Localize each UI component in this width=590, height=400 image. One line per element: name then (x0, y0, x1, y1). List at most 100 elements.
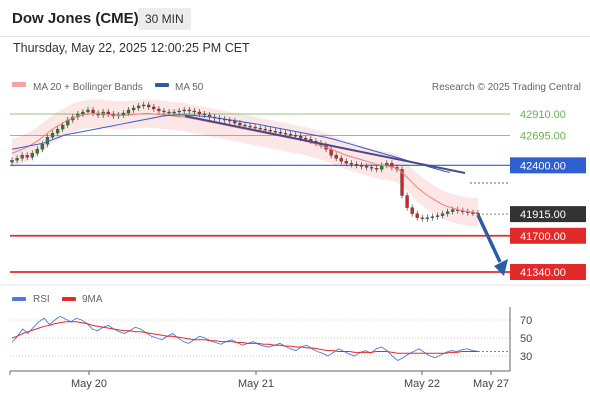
candle-body (30, 153, 34, 158)
candle-body (359, 165, 364, 167)
candle-body (50, 132, 55, 138)
level-tag-bg-41340.00 (510, 264, 586, 280)
credit-label: Research © 2025 Trading Central (432, 82, 581, 93)
trendlines (184, 115, 510, 276)
level-tag-bg-42400.00 (510, 157, 586, 174)
x-label-May 22: May 22 (404, 378, 440, 390)
candle-body (142, 104, 146, 107)
level-tag-41340.00: 41340.00 (520, 267, 566, 279)
candle-body (415, 213, 419, 218)
candle-body (131, 107, 136, 111)
ma20-legend-label: MA 20 + Bollinger Bands (33, 82, 143, 93)
candle-body (375, 168, 379, 170)
candle-body (197, 111, 202, 115)
rsi-pane: 70 50 30 (10, 315, 532, 363)
candle-body (430, 216, 435, 218)
projection-arrow-shaft (476, 214, 502, 263)
candle-body (25, 155, 29, 158)
candle-body (283, 132, 288, 135)
rsi-level-label-70: 70 (520, 315, 532, 327)
candle-body (202, 113, 207, 116)
candle-body (35, 149, 39, 154)
level-tag-bg-41915.00 (510, 206, 586, 223)
candle-body (410, 207, 414, 214)
candle-body (435, 215, 440, 217)
candle-body (121, 112, 126, 116)
timeframe-badge[interactable]: 30 MIN (138, 8, 191, 30)
candle-body (445, 211, 450, 214)
candle-body (294, 134, 298, 137)
candle-body (299, 135, 303, 139)
ma50-line (11, 114, 451, 173)
candle-body (268, 129, 272, 132)
level-tag-41915.00: 41915.00 (520, 209, 566, 221)
candle-body (349, 163, 354, 165)
candle-body (10, 160, 14, 163)
candle-body (420, 217, 424, 219)
candle-body (106, 111, 110, 115)
candle-body (451, 209, 455, 212)
candle-body (177, 110, 181, 113)
candle-body (248, 125, 252, 128)
candle-body (20, 155, 24, 159)
candle-body (471, 212, 475, 214)
candle-body (192, 110, 196, 113)
level-tag-bg-41700.00 (510, 227, 586, 244)
candle-body (15, 158, 19, 161)
candle-body (440, 213, 445, 216)
candle-body (81, 111, 85, 115)
candle-body (55, 128, 60, 134)
candle-body (91, 109, 95, 114)
candle-body (364, 166, 369, 168)
level-tag-42910.00: 42910.00 (520, 109, 566, 121)
x-axis: May 20 May 21 May 22 May 27 (9, 371, 509, 390)
rsi-ma9-line (11, 321, 478, 354)
ma50-legend-label: MA 50 (175, 82, 204, 93)
candle-body (182, 109, 186, 112)
level-tag-42400.00: 42400.00 (520, 160, 566, 172)
candle-body (400, 169, 404, 196)
candle-body (40, 144, 45, 150)
candle-body (304, 138, 308, 140)
rsi-level-label-50: 50 (520, 333, 532, 345)
candle-body (152, 106, 156, 110)
candle-body (157, 108, 161, 112)
candle-body (86, 109, 90, 113)
candle-body (425, 217, 429, 219)
rsi-level-label-30: 30 (520, 351, 532, 363)
candle-body (288, 133, 293, 136)
rsi-legend-swatch (12, 297, 26, 301)
candle-body (385, 163, 389, 166)
candle-body (334, 155, 338, 159)
price-levels (10, 113, 510, 273)
candle-body (238, 122, 242, 126)
candle-body (253, 126, 257, 129)
candle-body (263, 128, 267, 131)
level-tag-41700.00: 41700.00 (520, 231, 566, 243)
candle-body (172, 111, 176, 114)
candle-body (258, 127, 262, 130)
candle-body (476, 212, 480, 215)
ma9-legend-label: 9MA (82, 294, 103, 305)
projection-arrow-head (494, 259, 508, 276)
ma20-legend-swatch (12, 82, 26, 87)
candle-body (354, 164, 359, 166)
candle-body (126, 109, 131, 114)
candle-body (405, 195, 409, 208)
candle-body (278, 131, 283, 134)
x-label-May 27: May 27 (473, 378, 509, 390)
ma50-legend-swatch (155, 83, 169, 87)
candle-body (273, 130, 278, 133)
candle-body (61, 124, 65, 130)
candle-body (339, 158, 343, 162)
price-tags: 42910.00 42695.00 42400.00 41915.00 41700.00… (510, 109, 586, 280)
candle-body (243, 124, 247, 127)
resistance-trendline (184, 115, 466, 174)
candle-body (136, 105, 141, 109)
candle-body (369, 167, 374, 169)
candle-body (187, 109, 191, 112)
header-divider (0, 36, 590, 37)
instrument-title: Dow Jones (CME) (12, 10, 139, 27)
candle-body (167, 111, 171, 114)
